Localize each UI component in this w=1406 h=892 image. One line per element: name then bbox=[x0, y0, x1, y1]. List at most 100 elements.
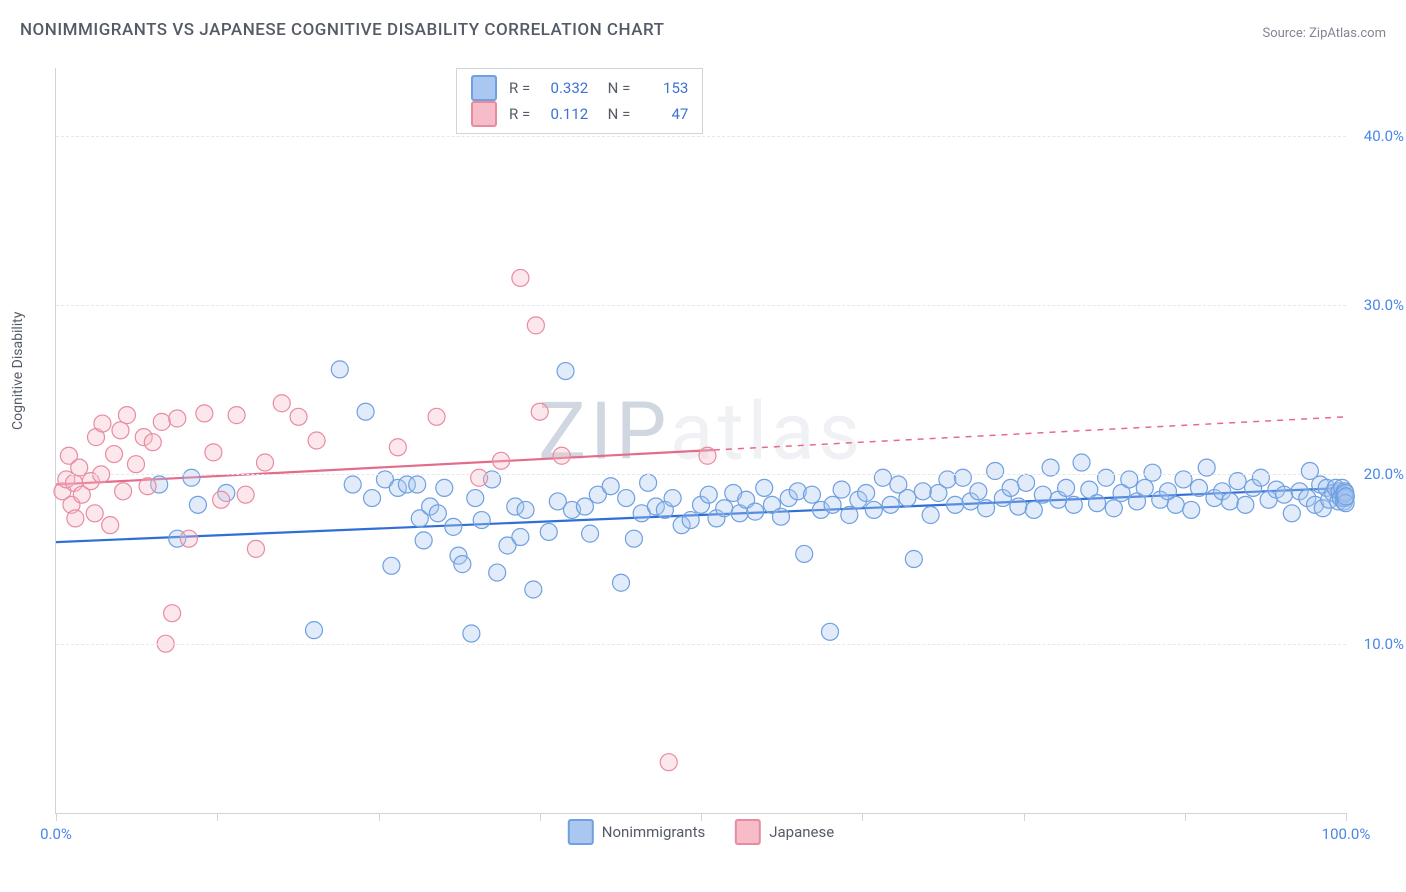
stat-n-label: N = bbox=[600, 76, 630, 100]
scatter-point bbox=[196, 405, 213, 422]
scatter-point bbox=[833, 481, 850, 498]
scatter-point bbox=[86, 505, 103, 522]
scatter-point bbox=[699, 447, 716, 464]
y-tick-label: 20.0% bbox=[1364, 465, 1404, 483]
scatter-point bbox=[664, 490, 681, 507]
legend-swatch bbox=[568, 819, 594, 845]
legend-swatch bbox=[735, 819, 761, 845]
scatter-point bbox=[1025, 501, 1042, 518]
scatter-point bbox=[954, 469, 971, 486]
scatter-point bbox=[822, 623, 839, 640]
stat-n-label: N = bbox=[600, 102, 630, 126]
scatter-point bbox=[139, 478, 156, 495]
scatter-point bbox=[256, 454, 273, 471]
scatter-point bbox=[640, 474, 657, 491]
scatter-point bbox=[213, 491, 230, 508]
scatter-point bbox=[1276, 486, 1293, 503]
stats-legend-row: R =0.112 N =47 bbox=[471, 101, 688, 127]
scatter-point bbox=[1058, 479, 1075, 496]
scatter-point bbox=[512, 529, 529, 546]
scatter-point bbox=[273, 395, 290, 412]
scatter-point bbox=[1089, 495, 1106, 512]
scatter-point bbox=[112, 422, 129, 439]
x-tick-label: 100.0% bbox=[1322, 825, 1371, 843]
stat-r-label: R = bbox=[509, 76, 530, 100]
scatter-point bbox=[660, 754, 677, 771]
scatter-point bbox=[512, 269, 529, 286]
scatter-point bbox=[67, 510, 84, 527]
source-attribution: Source: ZipAtlas.com bbox=[1262, 26, 1386, 41]
scatter-point bbox=[144, 434, 161, 451]
scatter-point bbox=[576, 498, 593, 515]
y-tick-label: 40.0% bbox=[1364, 127, 1404, 145]
scatter-point bbox=[602, 478, 619, 495]
scatter-point bbox=[463, 625, 480, 642]
scatter-point bbox=[389, 439, 406, 456]
grid-line bbox=[56, 474, 1346, 475]
scatter-point bbox=[471, 469, 488, 486]
scatter-point bbox=[1065, 496, 1082, 513]
scatter-point bbox=[473, 512, 490, 529]
scatter-point bbox=[228, 407, 245, 424]
scatter-point bbox=[237, 486, 254, 503]
scatter-point bbox=[1018, 474, 1035, 491]
scatter-point bbox=[1190, 479, 1207, 496]
y-axis-label: Cognitive Disability bbox=[10, 312, 26, 430]
grid-line bbox=[56, 136, 1346, 137]
scatter-point bbox=[682, 512, 699, 529]
scatter-point bbox=[1098, 469, 1115, 486]
x-tick bbox=[379, 813, 380, 821]
page-title: NONIMMIGRANTS VS JAPANESE COGNITIVE DISA… bbox=[20, 20, 665, 40]
scatter-point bbox=[1167, 496, 1184, 513]
scatter-point bbox=[169, 410, 186, 427]
scatter-point bbox=[247, 540, 264, 557]
scatter-point bbox=[467, 490, 484, 507]
scatter-point bbox=[331, 361, 348, 378]
bottom-legend-item: Nonimmigrants bbox=[568, 819, 705, 845]
scatter-point bbox=[1034, 486, 1051, 503]
bottom-legend-item: Japanese bbox=[735, 819, 834, 845]
x-tick bbox=[217, 813, 218, 821]
scatter-point bbox=[527, 317, 544, 334]
scatter-point bbox=[489, 564, 506, 581]
scatter-point bbox=[1144, 464, 1161, 481]
scatter-point bbox=[796, 545, 813, 562]
stat-r-label: R = bbox=[509, 102, 530, 126]
stats-legend: R =0.332 N =153R =0.112 N =47 bbox=[456, 68, 703, 134]
scatter-point bbox=[772, 508, 789, 525]
source-name: ZipAtlas.com bbox=[1309, 26, 1386, 41]
scatter-point bbox=[618, 490, 635, 507]
x-tick bbox=[540, 813, 541, 821]
scatter-point bbox=[308, 432, 325, 449]
scatter-point bbox=[1252, 469, 1269, 486]
scatter-point bbox=[905, 551, 922, 568]
legend-swatch bbox=[471, 101, 497, 127]
scatter-point bbox=[409, 476, 426, 493]
chart-svg-points bbox=[56, 68, 1346, 813]
x-tick bbox=[1185, 813, 1186, 821]
scatter-point bbox=[118, 407, 135, 424]
scatter-point bbox=[189, 496, 206, 513]
scatter-point bbox=[525, 581, 542, 598]
y-tick-label: 10.0% bbox=[1364, 635, 1404, 653]
scatter-point bbox=[106, 446, 123, 463]
scatter-point bbox=[517, 501, 534, 518]
scatter-point bbox=[987, 462, 1004, 479]
stat-n-value: 153 bbox=[642, 76, 688, 100]
scatter-point bbox=[1183, 501, 1200, 518]
scatter-point bbox=[858, 484, 875, 501]
scatter-point bbox=[94, 415, 111, 432]
scatter-point bbox=[344, 476, 361, 493]
x-tick bbox=[1024, 813, 1025, 821]
scatter-point bbox=[947, 496, 964, 513]
scatter-point bbox=[1136, 479, 1153, 496]
stat-r-value: 0.112 bbox=[542, 102, 588, 126]
scatter-point bbox=[205, 444, 222, 461]
scatter-point bbox=[970, 483, 987, 500]
scatter-point bbox=[1105, 500, 1122, 517]
scatter-point bbox=[756, 479, 773, 496]
scatter-point bbox=[865, 501, 882, 518]
scatter-point bbox=[436, 479, 453, 496]
stats-legend-row: R =0.332 N =153 bbox=[471, 75, 688, 101]
x-tick bbox=[701, 813, 702, 821]
